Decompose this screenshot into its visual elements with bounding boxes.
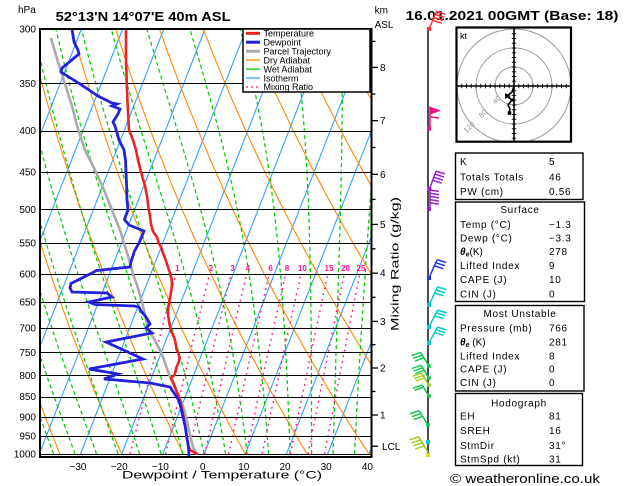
svg-text:278: 278 <box>549 247 568 258</box>
svg-text:CAPE (J): CAPE (J) <box>460 365 507 376</box>
svg-text:Wet Adiabat: Wet Adiabat <box>264 64 313 74</box>
svg-text:31°: 31° <box>549 441 566 452</box>
svg-text:16.01.2021 00GMT (Base: 18): 16.01.2021 00GMT (Base: 18) <box>406 8 619 23</box>
svg-text:52°13'N 14°07'E 40m ASL: 52°13'N 14°07'E 40m ASL <box>56 9 231 24</box>
svg-text:θe (K): θe (K) <box>460 338 486 350</box>
svg-text:Dewpoint / Temperature (°C): Dewpoint / Temperature (°C) <box>122 470 322 482</box>
svg-text:1000: 1000 <box>14 450 37 461</box>
svg-text:Isotherm: Isotherm <box>264 73 299 83</box>
svg-text:Surface: Surface <box>500 205 539 216</box>
svg-text:281: 281 <box>549 338 568 349</box>
svg-text:4: 4 <box>246 264 251 273</box>
svg-text:© weatheronline.co.uk: © weatheronline.co.uk <box>450 471 601 486</box>
svg-text:10: 10 <box>549 275 562 286</box>
svg-text:StmDir: StmDir <box>460 441 495 452</box>
svg-text:4: 4 <box>380 269 386 280</box>
svg-text:8: 8 <box>285 264 290 273</box>
svg-text:600: 600 <box>19 269 36 280</box>
svg-text:30: 30 <box>321 462 333 473</box>
svg-text:Mixing Ratio: Mixing Ratio <box>264 82 314 92</box>
svg-text:300: 300 <box>19 25 36 36</box>
svg-text:Parcel Trajectory: Parcel Trajectory <box>264 46 332 56</box>
svg-text:−30: −30 <box>70 462 87 473</box>
svg-text:ASL: ASL <box>375 20 394 31</box>
svg-text:1: 1 <box>380 411 386 422</box>
svg-text:Hodograph: Hodograph <box>491 399 547 410</box>
svg-text:20: 20 <box>341 264 350 273</box>
svg-text:EH: EH <box>460 412 475 423</box>
svg-text:2: 2 <box>209 264 214 273</box>
svg-text:500: 500 <box>19 205 36 216</box>
svg-text:850: 850 <box>19 392 36 403</box>
svg-text:15: 15 <box>325 264 334 273</box>
svg-text:0: 0 <box>200 462 206 473</box>
svg-text:3: 3 <box>380 317 386 328</box>
svg-text:−1.3: −1.3 <box>549 220 572 231</box>
svg-text:3: 3 <box>230 264 235 273</box>
svg-text:kt: kt <box>460 31 468 41</box>
svg-text:400: 400 <box>19 126 36 137</box>
svg-text:800: 800 <box>19 371 36 382</box>
svg-text:950: 950 <box>19 431 36 442</box>
svg-text:9: 9 <box>549 261 555 272</box>
svg-text:350: 350 <box>19 79 36 90</box>
svg-text:K: K <box>460 157 467 168</box>
svg-text:StmSpd (kt): StmSpd (kt) <box>460 455 521 466</box>
svg-text:Dewp (°C): Dewp (°C) <box>460 234 513 245</box>
svg-text:Dry Adiabat: Dry Adiabat <box>264 55 311 65</box>
svg-text:766: 766 <box>549 324 568 335</box>
svg-text:10: 10 <box>238 462 250 473</box>
svg-text:1: 1 <box>175 264 180 273</box>
svg-text:Mixing Ratio (g/kg): Mixing Ratio (g/kg) <box>390 197 402 331</box>
svg-text:LCL: LCL <box>382 442 401 453</box>
svg-text:750: 750 <box>19 348 36 359</box>
svg-text:25: 25 <box>357 264 366 273</box>
svg-text:Lifted Index: Lifted Index <box>460 261 520 272</box>
svg-text:650: 650 <box>19 298 36 309</box>
svg-text:8: 8 <box>549 352 555 363</box>
svg-text:−20: −20 <box>111 462 128 473</box>
svg-text:Lifted Index: Lifted Index <box>460 352 520 363</box>
svg-text:θe(K): θe(K) <box>460 247 483 259</box>
svg-text:6: 6 <box>380 170 386 181</box>
svg-text:10: 10 <box>298 264 307 273</box>
svg-text:Temperature: Temperature <box>264 29 315 39</box>
svg-text:16: 16 <box>549 426 562 437</box>
svg-text:40: 40 <box>362 462 374 473</box>
svg-text:900: 900 <box>19 412 36 423</box>
svg-text:450: 450 <box>19 168 36 179</box>
svg-text:Dewpoint: Dewpoint <box>264 37 302 47</box>
svg-text:0: 0 <box>549 365 555 376</box>
svg-text:0: 0 <box>549 378 555 389</box>
svg-text:SREH: SREH <box>460 426 491 437</box>
svg-text:7: 7 <box>380 116 386 127</box>
svg-text:5: 5 <box>380 220 386 231</box>
svg-text:81: 81 <box>549 412 562 423</box>
svg-text:2: 2 <box>380 364 386 375</box>
svg-text:Totals Totals: Totals Totals <box>460 172 524 183</box>
svg-text:km: km <box>375 6 388 17</box>
svg-text:−10: −10 <box>152 462 169 473</box>
svg-text:PW (cm): PW (cm) <box>460 187 504 198</box>
svg-text:31: 31 <box>549 455 562 466</box>
svg-text:20: 20 <box>279 462 291 473</box>
svg-text:0: 0 <box>549 290 555 301</box>
svg-text:hPa: hPa <box>18 5 36 16</box>
svg-text:CIN (J): CIN (J) <box>460 378 497 389</box>
svg-text:Pressure (mb): Pressure (mb) <box>460 324 532 335</box>
svg-text:8: 8 <box>380 63 386 74</box>
svg-text:46: 46 <box>549 172 562 183</box>
svg-text:Temp (°C): Temp (°C) <box>460 220 511 231</box>
svg-text:0.56: 0.56 <box>549 187 571 198</box>
svg-text:Most Unstable: Most Unstable <box>483 309 556 320</box>
svg-text:CAPE (J): CAPE (J) <box>460 275 507 286</box>
svg-text:700: 700 <box>19 324 36 335</box>
svg-text:CIN (J): CIN (J) <box>460 290 497 301</box>
svg-text:6: 6 <box>268 264 273 273</box>
svg-text:550: 550 <box>19 239 36 250</box>
svg-text:5: 5 <box>549 157 555 168</box>
svg-text:−3.3: −3.3 <box>549 234 572 245</box>
